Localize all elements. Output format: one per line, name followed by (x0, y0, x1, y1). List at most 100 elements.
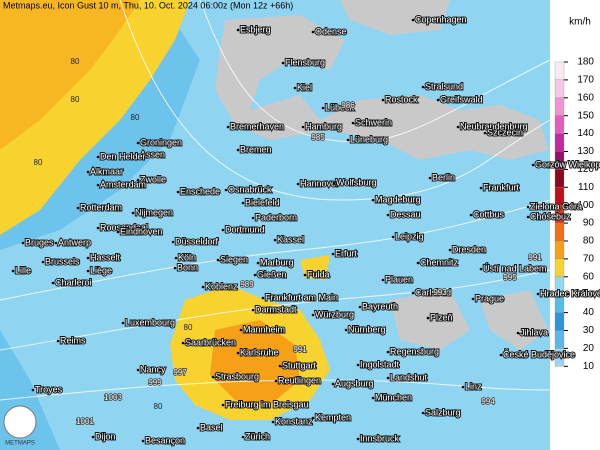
city-label: Carlsbad (415, 287, 451, 297)
city-dot (303, 273, 307, 277)
city-label: Strasbourg (215, 371, 259, 381)
city-dot (239, 328, 243, 332)
city-label: Würzburg (315, 309, 354, 319)
city-dot (421, 411, 425, 415)
contour-label: 80 (131, 113, 140, 122)
city-dot (253, 273, 257, 277)
city-dot (301, 125, 305, 129)
low-wind-area (215, 15, 548, 160)
city-dot (436, 98, 440, 102)
isobar-label: 991 (528, 253, 542, 262)
city-label: Rotterdam (80, 202, 122, 212)
city-dot (211, 375, 215, 379)
city-dot (141, 439, 145, 443)
legend-label: 120 (577, 164, 594, 175)
city-dot (356, 437, 360, 441)
city-label: České Budějovice (503, 349, 575, 359)
city-dot (171, 240, 175, 244)
city-dot (456, 125, 460, 129)
city-dot (196, 426, 200, 430)
city-dot (86, 170, 90, 174)
city-label: Odense (315, 26, 347, 36)
city-dot (381, 98, 385, 102)
city-dot (483, 131, 487, 135)
city-dot (386, 213, 390, 217)
city-dot (174, 256, 178, 260)
contour-label: 80 (154, 402, 163, 411)
city-label: Ingolstadt (360, 359, 400, 369)
city-dot (421, 85, 425, 89)
city-label: Marburg (260, 257, 294, 267)
city-label: Konstanz (275, 416, 313, 426)
legend-label: 30 (583, 325, 595, 336)
city-dot (469, 213, 473, 217)
city-dot (411, 18, 415, 22)
city-label: Roosendaal (100, 222, 148, 232)
city-label: Jihlava (520, 327, 548, 337)
city-dot (311, 416, 315, 420)
city-dot (236, 28, 240, 32)
legend-label: 130 (577, 146, 594, 157)
isobar-label: 985 (311, 133, 325, 142)
city-label: Bayreuth (362, 301, 398, 311)
contour-label: 80 (71, 95, 80, 104)
city-dot (221, 228, 225, 232)
city-dot (236, 351, 240, 355)
contour-label: 80 (34, 158, 43, 167)
city-dot (236, 148, 240, 152)
city-dot (41, 260, 45, 264)
city-dot (173, 266, 177, 270)
city-dot (181, 341, 185, 345)
legend-label: 60 (583, 271, 595, 282)
city-label: Reutlingen (278, 375, 321, 385)
city-label: Chóśebuz (530, 211, 571, 221)
isobar-label: 994 (481, 397, 495, 406)
city-dot (136, 178, 140, 182)
city-label: Koblenz (205, 281, 238, 291)
city-dot (274, 379, 278, 383)
legend-swatch (554, 115, 565, 134)
legend-label: 70 (583, 254, 595, 265)
city-dot (251, 216, 255, 220)
legend-swatch (554, 97, 565, 116)
city-dot (526, 205, 530, 209)
low-wind-area (390, 290, 470, 350)
legend-label: 150 (577, 110, 594, 121)
city-dot (371, 198, 375, 202)
city-label: Gorzów Wielkopolski (535, 159, 600, 169)
legend-swatch (554, 240, 565, 260)
isobar-label: 1003 (104, 393, 122, 402)
logo-badge (3, 405, 37, 439)
city-label: Freiburg im Breisgau (225, 399, 309, 409)
city-dot (224, 188, 228, 192)
legend-label: 40 (583, 307, 595, 318)
city-label: Düsseldorf (175, 236, 219, 246)
city-dot (271, 420, 275, 424)
low-wind-area (480, 290, 548, 350)
city-label: Luxembourg (125, 317, 175, 327)
city-label: Schwerin (355, 117, 392, 127)
isobars (0, 0, 551, 401)
city-label: Reims (60, 335, 86, 345)
city-dot (201, 285, 205, 289)
city-dot (311, 30, 315, 34)
city-dot (54, 241, 58, 245)
city-label: Gießen (257, 269, 287, 279)
city-label: Antwerp (58, 237, 91, 247)
city-label: Stuttgart (282, 360, 317, 370)
city-label: Dijon (95, 431, 116, 441)
city-dot (526, 215, 530, 219)
city-label: Cottbus (473, 209, 505, 219)
strong-wind-area (0, 0, 140, 150)
city-dot (136, 153, 140, 157)
city-label: Landshut (390, 372, 428, 382)
legend-swatch (554, 348, 565, 367)
city-dot (356, 363, 360, 367)
isobar-label: 991 (293, 345, 307, 354)
city-label: Bremen (240, 144, 272, 154)
city-label: Flensburg (285, 57, 325, 67)
city-label: Linz (465, 381, 482, 391)
city-dot (261, 296, 265, 300)
city-dot (411, 291, 415, 295)
city-label: Innsbruck (360, 433, 400, 443)
